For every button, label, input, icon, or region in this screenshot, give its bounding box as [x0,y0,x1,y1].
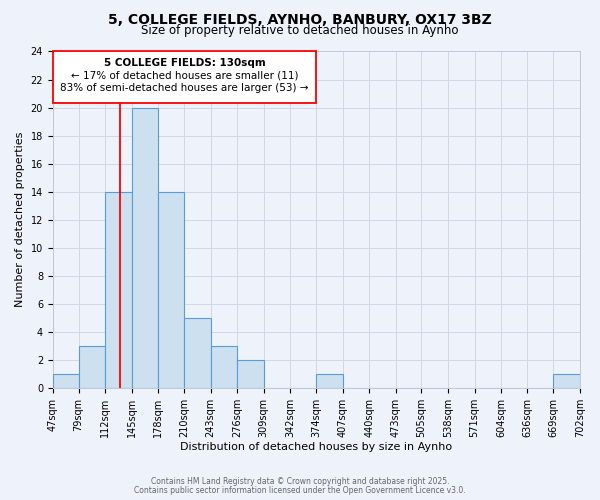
Text: Contains HM Land Registry data © Crown copyright and database right 2025.: Contains HM Land Registry data © Crown c… [151,477,449,486]
Text: 83% of semi-detached houses are larger (53) →: 83% of semi-detached houses are larger (… [60,83,308,93]
Text: Contains public sector information licensed under the Open Government Licence v3: Contains public sector information licen… [134,486,466,495]
Bar [131,108,158,388]
Bar [237,360,263,388]
Bar [53,52,316,104]
Text: Size of property relative to detached houses in Aynho: Size of property relative to detached ho… [141,24,459,37]
Text: 5, COLLEGE FIELDS, AYNHO, BANBURY, OX17 3BZ: 5, COLLEGE FIELDS, AYNHO, BANBURY, OX17 … [108,12,492,26]
Bar [158,192,184,388]
Y-axis label: Number of detached properties: Number of detached properties [15,132,25,308]
Text: ← 17% of detached houses are smaller (11): ← 17% of detached houses are smaller (11… [71,70,298,81]
Bar [211,346,237,388]
Bar [184,318,211,388]
Text: 5 COLLEGE FIELDS: 130sqm: 5 COLLEGE FIELDS: 130sqm [104,58,265,68]
Bar [553,374,580,388]
Bar [316,374,343,388]
Bar [105,192,131,388]
X-axis label: Distribution of detached houses by size in Aynho: Distribution of detached houses by size … [181,442,452,452]
Bar [53,374,79,388]
Bar [79,346,105,388]
